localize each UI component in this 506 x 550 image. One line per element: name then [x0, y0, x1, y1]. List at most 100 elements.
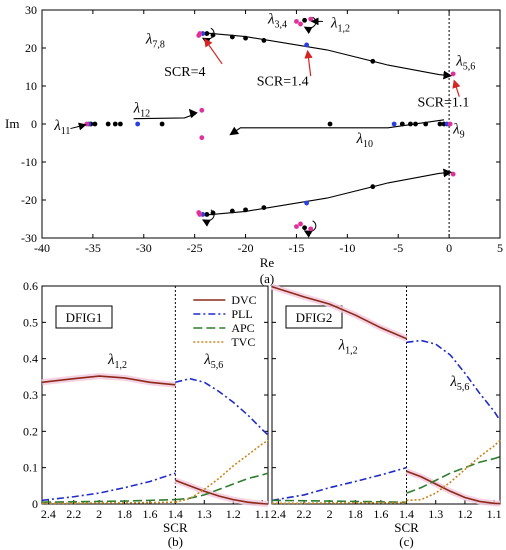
- x-tick-label: 1.2: [226, 507, 241, 521]
- lambda-label-12: λ12: [133, 101, 151, 120]
- scr-label: SCR=1.4: [257, 75, 309, 90]
- lambda-label-9: λ9: [452, 122, 465, 141]
- series-line-pll: [271, 466, 407, 502]
- x-tick-label: 1.1: [487, 507, 502, 521]
- eigenvalue-point: [302, 225, 307, 231]
- plot-frame: [41, 9, 501, 239]
- eigenvalue-point: [304, 200, 310, 206]
- trajectory-line: [203, 32, 453, 80]
- eigenvalue-point: [450, 71, 456, 77]
- eigenvalue-point: [408, 121, 413, 127]
- eigenvalue-point: [204, 31, 210, 36]
- legend-label-tvc: TVC: [231, 335, 255, 349]
- x-tick-label: 1.4: [168, 507, 183, 521]
- lambda-label-78: λ7,8: [145, 31, 165, 50]
- series-line-apc: [41, 498, 176, 503]
- eigenvalue-point: [105, 121, 111, 127]
- eigenvalue-point: [112, 121, 118, 127]
- scr-pointer-arrow: [452, 79, 461, 97]
- eigenvalue-point: [327, 121, 333, 127]
- x-tick-label: -35: [85, 241, 101, 255]
- lambda-label-56: λ5,6: [203, 352, 223, 371]
- lambda-label-11: λ11: [53, 118, 70, 137]
- x-tick-label: 1.2: [457, 507, 472, 521]
- x-axis-label: SCR: [394, 520, 419, 535]
- eigenvalue-point: [370, 184, 376, 190]
- x-tick-label: 2: [327, 507, 333, 521]
- scr-pointer-arrow: [204, 38, 223, 65]
- series-line-pll: [175, 377, 269, 436]
- dvc-highlight-band: [174, 477, 269, 507]
- eigenvalue-point: [243, 207, 248, 213]
- y-tick-label: 0.3: [23, 388, 38, 402]
- series-line-tvc: [42, 501, 176, 505]
- eigenvalue-point: [304, 42, 310, 48]
- lambda-label-12: λ1,2: [107, 352, 127, 371]
- dfig-box: [55, 305, 113, 329]
- x-tick-label: 1.8: [117, 507, 132, 521]
- x-tick-label: 1.4: [399, 507, 414, 521]
- eigenvalue-point: [204, 212, 210, 217]
- x-tick-label: 1.3: [197, 507, 212, 521]
- eigenvalue-point: [298, 21, 303, 27]
- eigenvalue-point: [92, 121, 98, 127]
- panel-label-b: (b): [168, 534, 183, 549]
- panel-c-dfig2-participation: 2.4 2.2 2 1.8 1.6 1.4 1.3 1.2 1.1 SCR(c) DFIG2 λ1,2…: [271, 283, 502, 549]
- y-axis-label: Im: [5, 116, 19, 131]
- x-tick-label: 1.1: [255, 507, 270, 521]
- y-tick-label: 30: [25, 3, 37, 17]
- x-tick-label: 1.8: [348, 507, 363, 521]
- eigenvalue-point: [210, 32, 216, 38]
- x-tick-label: 2.2: [66, 507, 81, 521]
- x-tick-label: 2: [96, 507, 102, 521]
- x-tick-label: -30: [136, 241, 152, 255]
- series-line-dvc: [406, 470, 501, 505]
- eigenvalue-point: [423, 121, 429, 127]
- eigenvalue-point: [450, 171, 456, 177]
- eigenvalue-point: [413, 121, 418, 127]
- legend-label-apc: APC: [231, 321, 254, 335]
- series-line-dvc: [175, 479, 269, 505]
- lambda11-arrow: [70, 122, 87, 131]
- eigenvalue-point: [261, 38, 267, 43]
- y-tick-label: 0.1: [23, 461, 38, 475]
- x-tick-label: -5: [393, 241, 403, 255]
- dfig-box-label: DFIG1: [66, 310, 103, 325]
- lambda-label-34: λ3,4: [267, 12, 287, 31]
- eigenvalue-point: [229, 208, 235, 214]
- series-line-pll: [406, 339, 501, 421]
- series-line-tvc: [272, 501, 407, 505]
- eigenvalue-point: [308, 226, 314, 232]
- eigenvalue-point: [197, 212, 203, 217]
- y-tick-label: -20: [21, 193, 37, 207]
- dfig-box-label: DFIG2: [296, 310, 333, 325]
- eigenvalue-point: [370, 58, 376, 64]
- eigenvalue-point: [298, 221, 303, 227]
- panel-a-root-locus: -40 -35 -30 -25 -20 -15 -10 -5 0 5 -30 -20 -10 0 10 20 3…: [5, 3, 503, 286]
- lambda-label-56: λ5,6: [449, 374, 469, 393]
- y-tick-label: 0.5: [23, 315, 38, 329]
- y-tick-label: 0.6: [23, 279, 38, 293]
- eigenvalue-point: [159, 121, 165, 127]
- x-tick-label: -10: [339, 241, 355, 255]
- x-tick-label: 2.2: [297, 507, 312, 521]
- legend-label-dvc: DVC: [231, 293, 256, 307]
- eigenvalue-point: [210, 210, 216, 216]
- series-line-dvc: [271, 285, 407, 340]
- eigenvalue-point: [135, 121, 141, 127]
- x-axis-label: Re: [260, 255, 275, 270]
- eigenvalue-point: [302, 17, 307, 23]
- x-axis-label: SCR: [163, 520, 188, 535]
- dfig-box: [285, 305, 343, 329]
- x-tick-label: 2.4: [41, 507, 56, 521]
- lambda-label-12: λ1,2: [338, 338, 358, 357]
- y-tick-label: 0: [31, 117, 37, 131]
- lambda-label-10: λ10: [355, 131, 373, 150]
- scr-label: SCR=4: [164, 65, 205, 80]
- legend-label-pll: PLL: [231, 307, 252, 321]
- x-tick-label: -25: [187, 241, 203, 255]
- eigenvalue-point: [308, 16, 314, 22]
- loop-arrow: [303, 220, 317, 238]
- eigenvalue-point: [229, 34, 235, 40]
